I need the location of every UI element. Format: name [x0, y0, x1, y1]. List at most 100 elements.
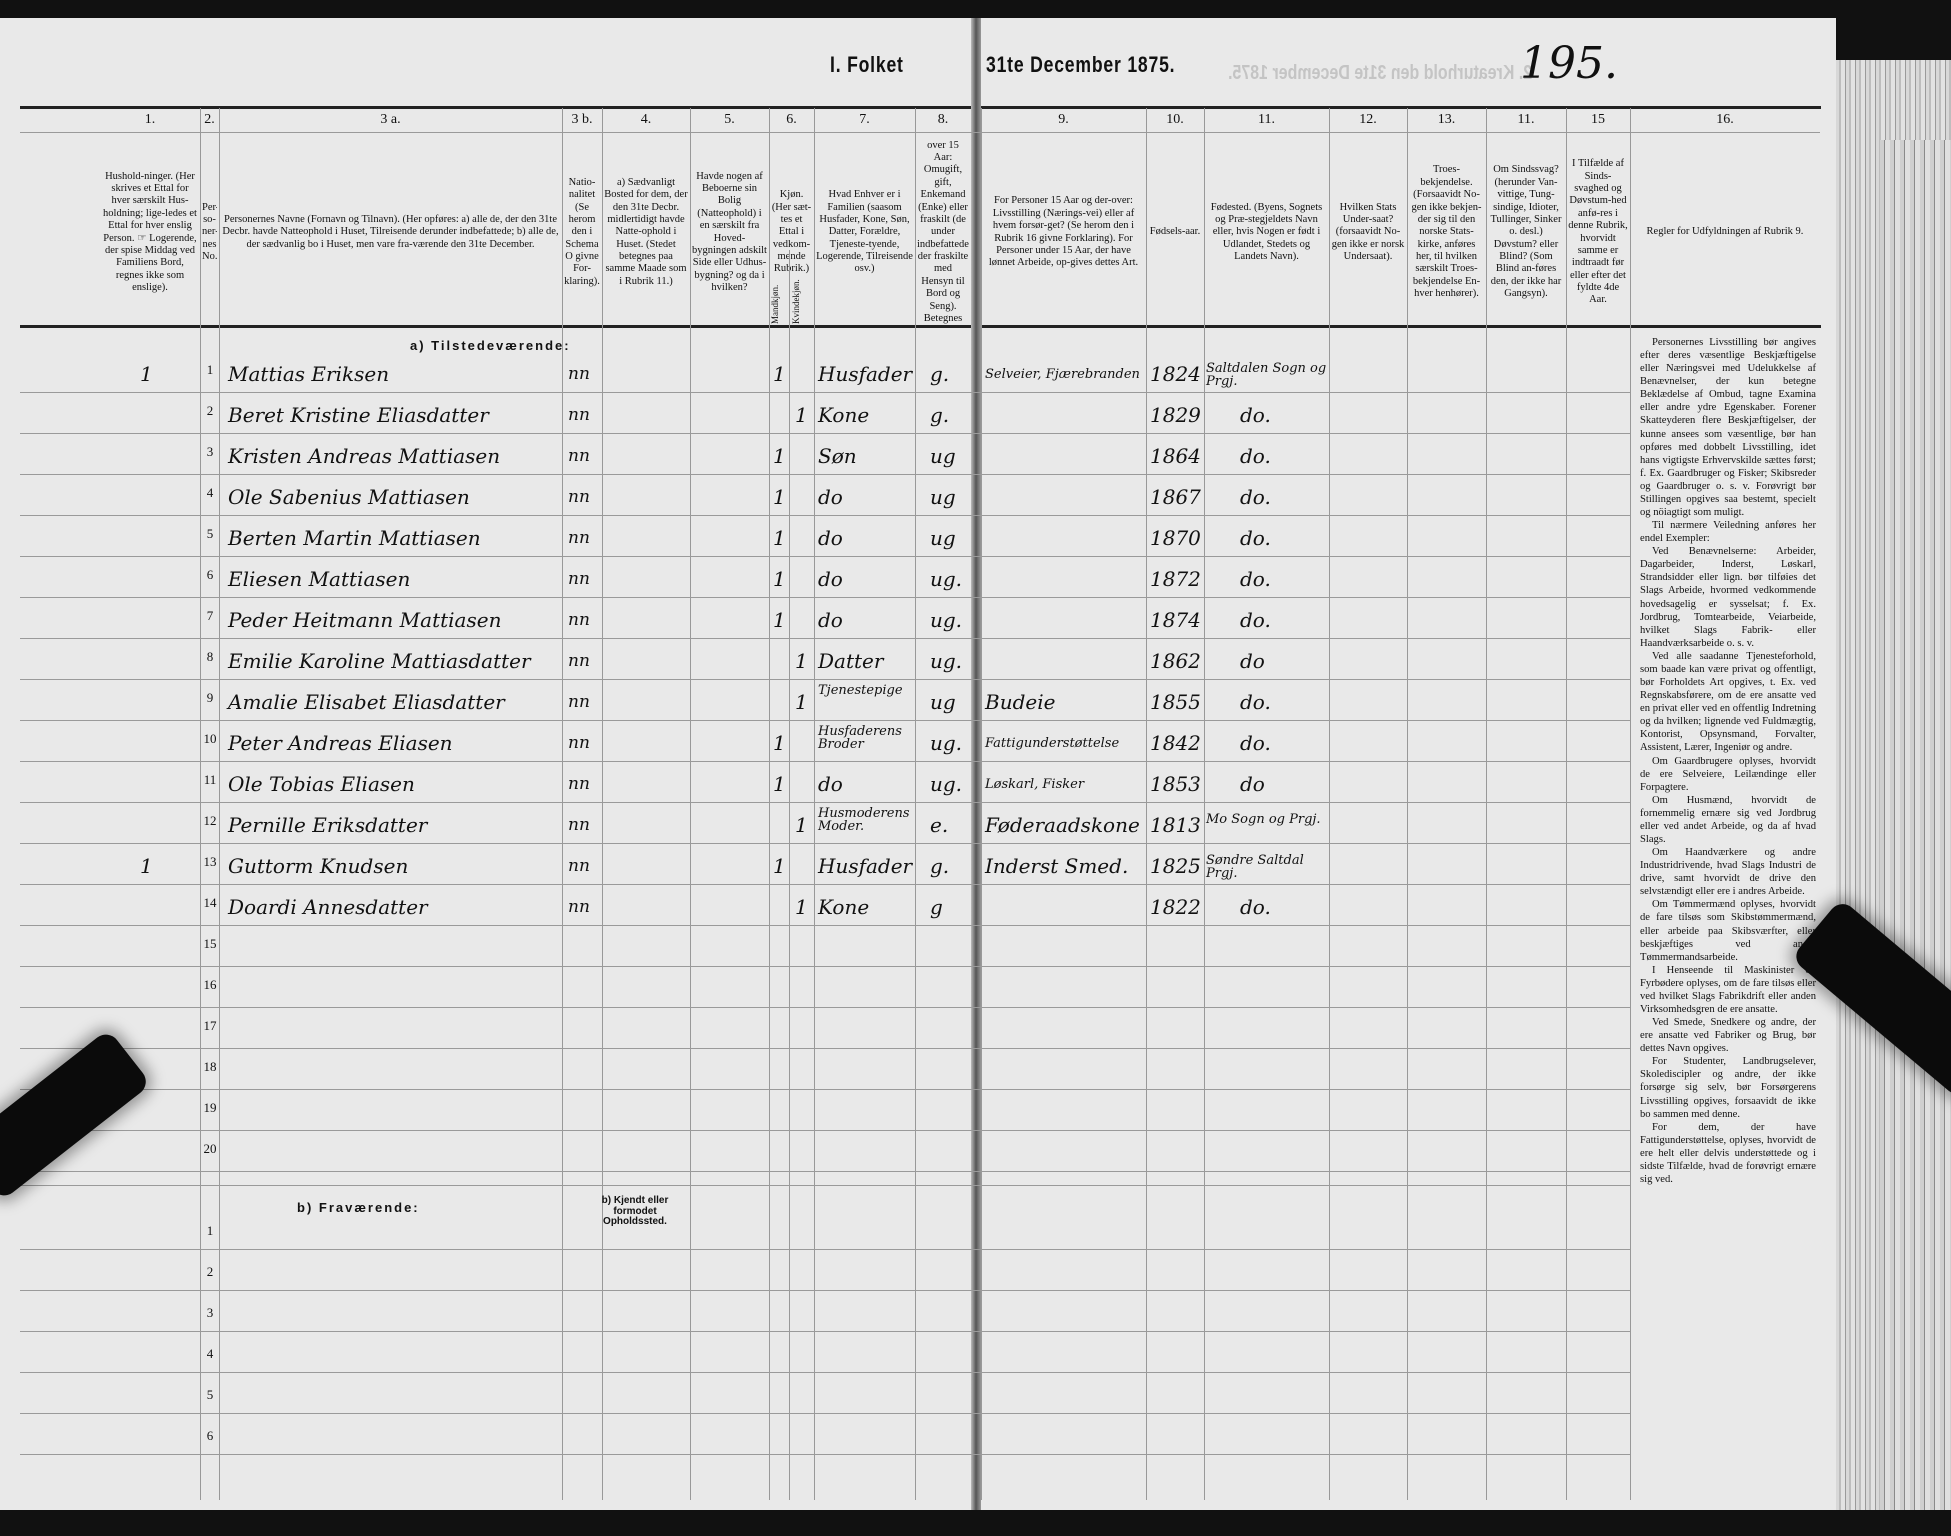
row-number: 14 — [203, 895, 217, 910]
family-role: Søn — [818, 444, 857, 468]
family-role: do — [818, 608, 843, 632]
person-name: Berten Martin Mattiasen — [228, 526, 481, 550]
nationality: nn — [568, 692, 590, 712]
birth-year: 1824 — [1150, 362, 1201, 386]
birthplace: do. — [1240, 403, 1271, 427]
form-title-left: I. Folket — [830, 52, 904, 77]
row-rule — [20, 679, 1630, 680]
column-divider — [814, 108, 815, 1500]
column-header: Fødested. (Byens, Sognets og Præ-stegjel… — [1210, 201, 1323, 263]
birth-year: 1872 — [1150, 567, 1201, 591]
civil-status: ug. — [930, 772, 963, 796]
family-role: do — [818, 772, 843, 796]
row-number: 1 — [206, 362, 214, 377]
column-header: I Tilfælde af Sinds-svaghed og Døvstum-h… — [1568, 158, 1628, 306]
row-rule — [20, 515, 1630, 516]
absent-row-rule — [20, 1249, 1630, 1250]
column-number: 9. — [1058, 112, 1069, 127]
person-name: Eliesen Mattiasen — [228, 567, 411, 591]
sex-male-header: Mandkjøn. — [770, 284, 780, 324]
family-role: Tjenestepige — [818, 683, 903, 698]
row-rule — [20, 761, 1630, 762]
column-header: For Personer 15 Aar og der-over: Livssti… — [988, 195, 1139, 269]
birth-year: 1822 — [1150, 895, 1201, 919]
civil-status: g. — [930, 854, 950, 878]
row-rule — [20, 1130, 1630, 1131]
nationality: nn — [568, 897, 590, 917]
absent-row-number: 1 — [206, 1223, 214, 1238]
column-header: Kjøn. (Her sæt-tes et Ettal i vedkom-men… — [771, 189, 812, 275]
nationality: nn — [568, 856, 590, 876]
family-role: Husfader — [818, 362, 913, 386]
nationality: nn — [568, 446, 590, 466]
birth-year: 1864 — [1150, 444, 1201, 468]
birthplace: do. — [1240, 608, 1271, 632]
column-header: Hvilken Stats Under-saat? (forsaavidt No… — [1331, 201, 1405, 263]
row-rule — [20, 1048, 1630, 1049]
person-name: Amalie Elisabet Eliasdatter — [228, 690, 505, 714]
sex-male-mark: 1 — [773, 567, 786, 591]
row-rule — [20, 474, 1630, 475]
row-rule — [20, 884, 1630, 885]
birth-year: 1862 — [1150, 649, 1201, 673]
section-present-label: a) Tilstedeværende: — [410, 338, 571, 353]
birthplace: do — [1240, 772, 1265, 796]
family-role: Datter — [818, 649, 884, 673]
column-number: 5. — [724, 112, 735, 127]
column-divider — [1566, 108, 1567, 1500]
rule-paragraph: Om Tømmermænd oplyses, hvorvidt de fare … — [1640, 899, 1816, 963]
row-number: 11 — [203, 772, 217, 787]
absent-row-rule — [20, 1372, 1630, 1373]
civil-status: g. — [930, 403, 950, 427]
birth-year: 1813 — [1150, 813, 1201, 837]
column-number: 11. — [1517, 112, 1535, 127]
column-header: Hvad Enhver er i Familien (saasom Husfad… — [816, 189, 913, 275]
nationality: nn — [568, 815, 590, 835]
column-number: 13. — [1437, 112, 1456, 127]
column-divider — [769, 108, 770, 1500]
column-number-rule — [20, 132, 1820, 133]
row-rule — [20, 1171, 1630, 1172]
household-mark: 1 — [140, 362, 153, 386]
rule-paragraph: Ved Benævnelserne: Arbeider, Dagarbeider… — [1640, 546, 1816, 649]
row-number: 12 — [203, 813, 217, 828]
column-number: 6. — [786, 112, 797, 127]
rule-paragraph: Personernes Livsstilling bør angives eft… — [1640, 337, 1816, 519]
rule-paragraph: Til nærmere Veiledning anføres her endel… — [1640, 520, 1816, 545]
family-role: Kone — [818, 403, 870, 427]
sex-male-mark: 1 — [773, 444, 786, 468]
family-role: do — [818, 526, 843, 550]
absent-row-rule — [20, 1290, 1630, 1291]
birth-year: 1825 — [1150, 854, 1201, 878]
birth-year: 1867 — [1150, 485, 1201, 509]
column-header: Om Sindssvag? (herunder Van-vittige, Tun… — [1490, 164, 1562, 300]
row-number: 9 — [206, 690, 214, 705]
row-number: 7 — [206, 608, 214, 623]
civil-status: g. — [930, 362, 950, 386]
row-rule — [20, 843, 1630, 844]
civil-status: ug — [930, 444, 956, 468]
sex-female-mark: 1 — [795, 403, 808, 427]
form-title-right: 31te December 1875. — [986, 52, 1176, 77]
row-rule — [20, 638, 1630, 639]
column-number: 4. — [640, 112, 652, 127]
nationality: nn — [568, 528, 590, 548]
family-role: Husfader — [818, 854, 913, 878]
column-divider — [219, 108, 220, 1500]
person-name: Doardi Annesdatter — [228, 895, 428, 919]
birthplace: do. — [1240, 567, 1271, 591]
column-divider — [602, 108, 603, 1500]
birthplace: do. — [1240, 526, 1271, 550]
sex-female-mark: 1 — [795, 895, 808, 919]
census-page-background — [0, 18, 1836, 1510]
birth-year: 1870 — [1150, 526, 1201, 550]
rule-paragraph: Om Husmænd, hvorvidt de fornemmelig ernæ… — [1640, 794, 1816, 845]
column-divider — [981, 108, 982, 1500]
occupation: Inderst Smed. — [985, 854, 1129, 878]
occupation: Budeie — [985, 690, 1056, 714]
civil-status: ug. — [930, 649, 963, 673]
sex-male-mark: 1 — [773, 731, 786, 755]
row-number: 10 — [203, 731, 217, 746]
book-gutter — [971, 18, 981, 1510]
column-divider — [1407, 108, 1408, 1500]
